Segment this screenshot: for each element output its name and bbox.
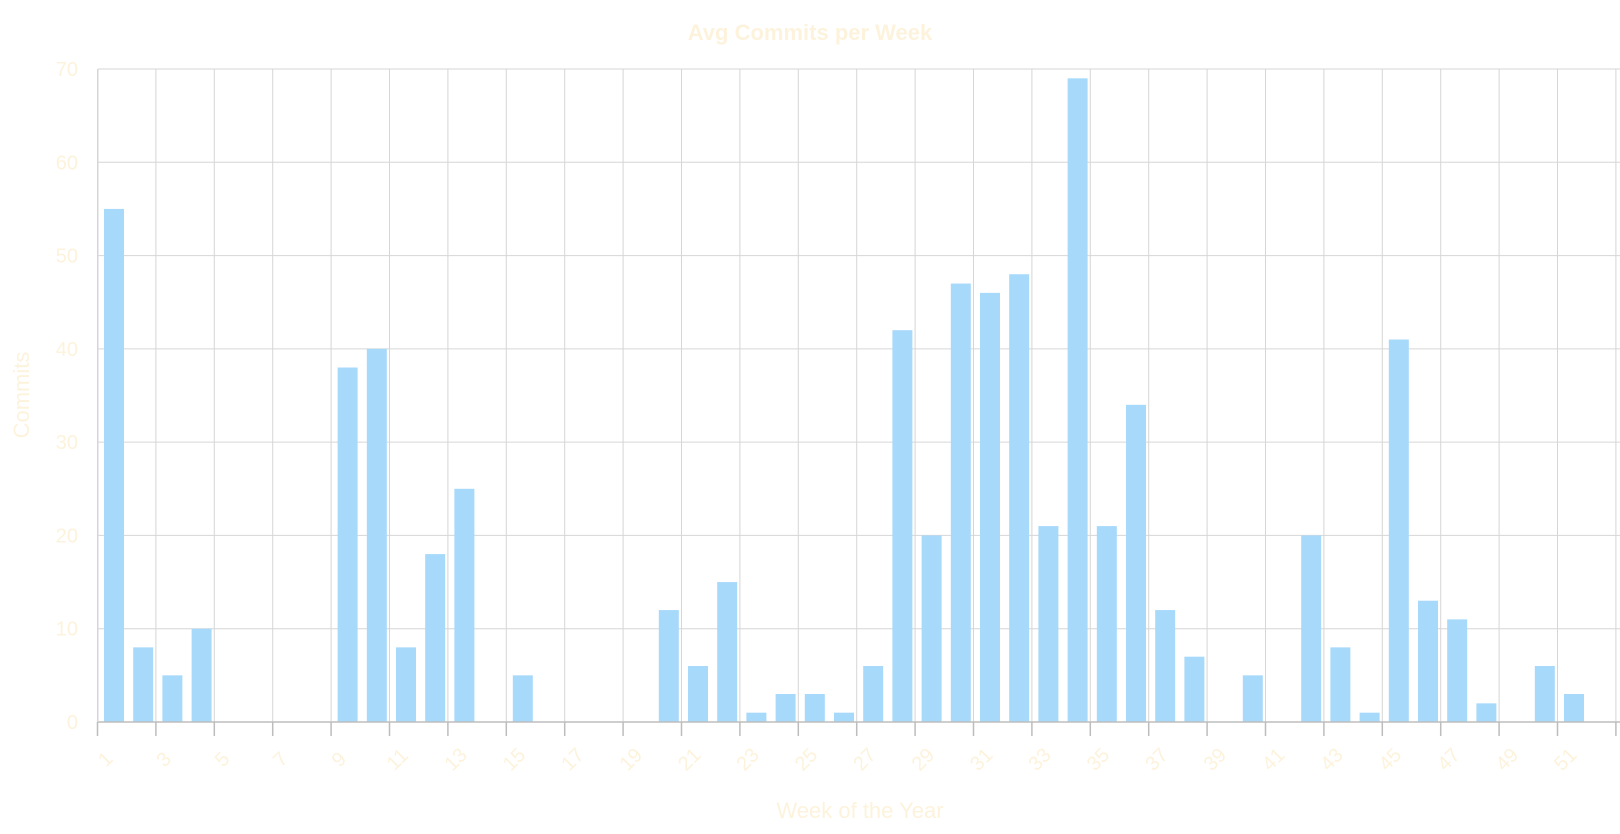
y-axis-label: Commits — [9, 352, 34, 439]
bar-week-43 — [1330, 647, 1351, 722]
grid-layer — [97, 68, 1620, 723]
bar-week-3 — [162, 675, 183, 722]
x-tick-label: 5 — [211, 748, 234, 771]
bar-week-25 — [804, 694, 825, 722]
x-tick-label: 13 — [441, 744, 472, 775]
bar-week-48 — [1476, 703, 1497, 722]
bar-week-1 — [104, 208, 124, 722]
y-tick-label: 20 — [56, 525, 78, 547]
bar-week-9 — [337, 367, 358, 722]
y-tick-labels: 0 10 20 30 40 50 60 70 — [56, 59, 78, 734]
x-tick-labels: 1 3 5 7 9 11 13 15 17 19 21 23 25 27 29 31 33 35 37 39 41 43 4… — [94, 744, 1581, 775]
x-tick-label: 49 — [1492, 744, 1523, 775]
x-tick-label: 25 — [791, 744, 822, 775]
bar-week-35 — [1096, 526, 1117, 722]
x-tick-label: 41 — [1258, 744, 1289, 775]
x-tick-label: 19 — [616, 744, 647, 775]
bar-week-15 — [512, 675, 533, 722]
y-tick-label: 10 — [56, 619, 78, 641]
bar-week-11 — [396, 647, 416, 722]
x-tick-label: 21 — [674, 744, 705, 775]
bar-week-38 — [1184, 656, 1205, 722]
bar-week-22 — [717, 582, 738, 722]
x-tick-label: 23 — [733, 744, 764, 775]
bar-week-34 — [1067, 78, 1088, 723]
bar-week-28 — [892, 330, 913, 722]
bar-week-21 — [688, 666, 708, 722]
bar-week-13 — [454, 488, 475, 722]
bar-week-23 — [746, 712, 767, 722]
bar-week-30 — [950, 283, 971, 722]
bar-week-46 — [1418, 600, 1438, 722]
bar-week-29 — [921, 535, 942, 722]
y-tick-label: 0 — [67, 712, 78, 734]
x-tick-label: 45 — [1375, 744, 1406, 775]
y-tick-label: 30 — [56, 432, 78, 454]
bar-week-37 — [1155, 610, 1176, 722]
bar-week-42 — [1301, 535, 1322, 722]
bar-week-33 — [1038, 526, 1059, 722]
bar-week-51 — [1564, 694, 1584, 722]
bar-week-26 — [834, 712, 854, 722]
x-tick-label: 29 — [908, 744, 939, 775]
bar-week-44 — [1359, 712, 1380, 722]
x-tick-label: 39 — [1200, 744, 1231, 775]
bar-week-31 — [980, 292, 1000, 722]
x-tick-label: 9 — [328, 748, 351, 771]
x-tick-label: 51 — [1550, 744, 1581, 775]
x-tick-label: 37 — [1141, 744, 1172, 775]
bar-layer — [104, 78, 1584, 723]
x-tick-label: 33 — [1025, 744, 1056, 775]
x-tick-label: 35 — [1083, 744, 1114, 775]
y-tick-label: 50 — [56, 246, 78, 268]
x-tick-label: 3 — [152, 748, 175, 771]
x-tick-label: 1 — [94, 748, 117, 771]
x-axis-label: Week of the Year — [776, 798, 943, 823]
x-tick-label: 11 — [383, 745, 413, 775]
y-tick-label: 70 — [56, 59, 78, 81]
axis-layer — [96, 69, 1620, 736]
bar-week-10 — [366, 348, 387, 722]
x-tick-label: 43 — [1317, 744, 1348, 775]
bar-week-4 — [191, 628, 212, 722]
bar-week-12 — [425, 554, 446, 722]
bar-week-2 — [133, 647, 154, 722]
x-tick-label: 31 — [966, 744, 997, 775]
bar-week-45 — [1388, 339, 1409, 722]
x-tick-label: 27 — [849, 744, 880, 775]
bar-week-40 — [1242, 675, 1263, 722]
y-tick-label: 60 — [56, 152, 78, 174]
bar-week-20 — [658, 610, 679, 722]
bar-week-36 — [1126, 404, 1146, 722]
bar-week-24 — [775, 694, 796, 722]
x-tick-label: 47 — [1433, 744, 1464, 775]
bar-week-47 — [1447, 619, 1468, 722]
y-tick-label: 40 — [56, 339, 78, 361]
bar-week-27 — [863, 666, 884, 722]
bar-week-50 — [1534, 666, 1555, 722]
x-tick-label: 15 — [499, 744, 530, 775]
x-tick-label: 17 — [557, 744, 588, 775]
x-tick-label: 7 — [269, 748, 292, 771]
bar-week-32 — [1009, 274, 1030, 722]
chart-title: Avg Commits per Week — [688, 20, 933, 45]
